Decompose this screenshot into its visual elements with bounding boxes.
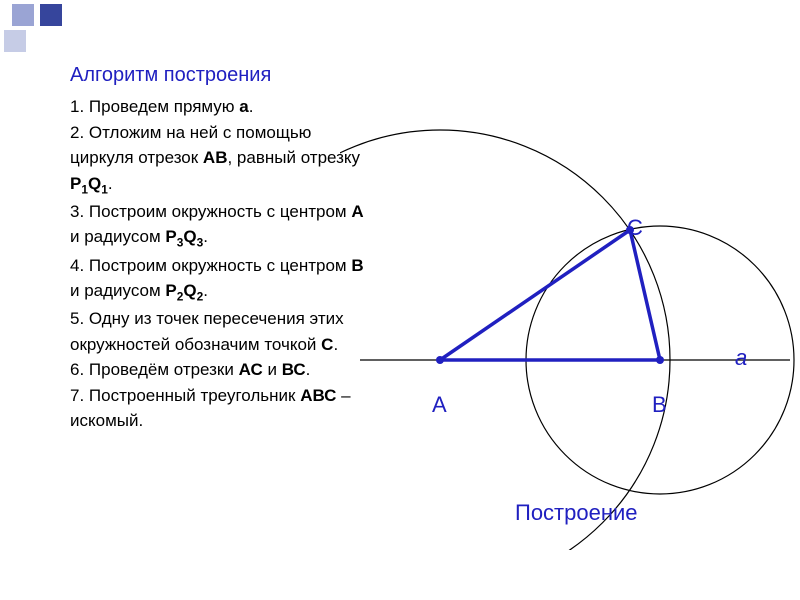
step-5: 5. Одну из точек пересечения этих окружн… <box>70 306 370 357</box>
step-2: 2. Отложим на ней с помощью циркуля отре… <box>70 120 370 199</box>
label-B: В <box>652 392 667 418</box>
corner-decoration <box>0 0 80 60</box>
step-6: 6. Проведём отрезки АС и ВС. <box>70 357 370 383</box>
label-A: А <box>432 392 447 418</box>
label-C: С <box>627 215 643 241</box>
algorithm-text: Алгоритм построения 1. Проведем прямую а… <box>70 60 370 434</box>
step-7: 7. Построенный треугольник АВС – искомый… <box>70 383 370 434</box>
label-a: а <box>735 345 747 371</box>
step-3: 3. Построим окружность с центром А и рад… <box>70 199 370 253</box>
title: Алгоритм построения <box>70 60 370 90</box>
step-1: 1. Проведем прямую а. <box>70 94 370 120</box>
label-construction: Построение <box>515 500 638 526</box>
step-4: 4. Построим окружность с центром В и рад… <box>70 253 370 307</box>
construction-diagram: А В С а Построение <box>340 120 800 550</box>
